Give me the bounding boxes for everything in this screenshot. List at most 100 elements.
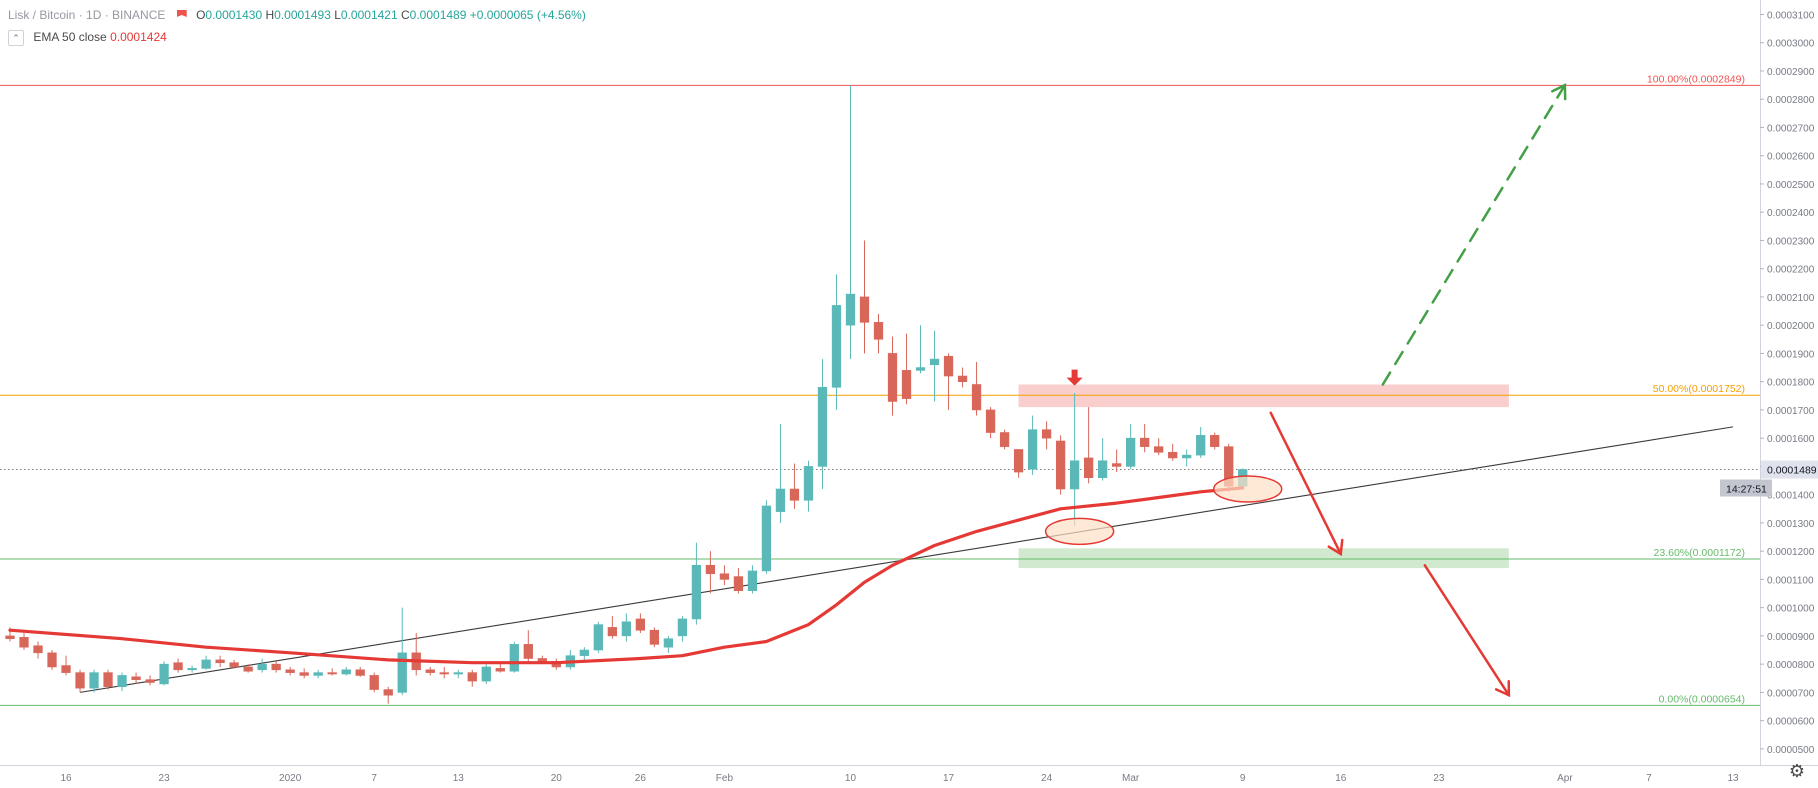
candle-body[interactable] [327,672,337,675]
candle-body[interactable] [747,570,758,591]
candle-body[interactable] [733,576,744,591]
candle-body[interactable] [1140,437,1150,447]
candle-body[interactable] [845,293,856,326]
candle-body[interactable] [453,672,463,675]
candle-body[interactable] [1041,429,1052,439]
candle-body[interactable] [369,675,379,690]
candle-body[interactable] [1210,435,1220,447]
candle-body[interactable] [677,618,688,637]
candle-body[interactable] [1083,457,1094,479]
candle-body[interactable] [789,488,800,501]
candle-body[interactable] [607,627,617,637]
candle-body[interactable] [831,305,842,388]
candle-body[interactable] [537,658,547,662]
candle-body[interactable] [481,666,491,682]
candle-body[interactable] [425,669,435,673]
candle-body[interactable] [439,672,449,675]
candle-body[interactable] [19,637,29,648]
arrow-down-marker-icon[interactable] [1066,369,1083,386]
candle-body[interactable] [859,296,870,323]
indicator-name[interactable]: EMA 50 close [33,30,107,44]
candle-body[interactable] [817,387,828,467]
candle-body[interactable] [1182,454,1192,459]
candle-body[interactable] [61,665,71,673]
candle-body[interactable] [971,384,982,411]
candle-body[interactable] [47,652,57,668]
candle-body[interactable] [131,676,141,680]
candle-body[interactable] [1069,460,1080,490]
candle-body[interactable] [1196,435,1206,456]
candle-body[interactable] [579,649,589,656]
price-zone-rect[interactable] [1018,384,1509,408]
candle-body[interactable] [89,672,99,689]
time-tick-label: Apr [1557,773,1573,784]
symbol-title[interactable]: Lisk / Bitcoin · 1D · BINANCE [8,8,166,22]
candle-body[interactable] [1013,449,1024,473]
highlight-ellipse[interactable] [1044,517,1115,546]
candle-body[interactable] [173,662,183,671]
down-arrow[interactable] [1423,564,1511,697]
candle-body[interactable] [1097,460,1108,479]
candle-body[interactable] [705,564,716,575]
candle-body[interactable] [887,353,898,402]
candle-body[interactable] [719,573,730,580]
candle-body[interactable] [915,367,926,371]
candle-body[interactable] [285,669,295,673]
candle-body[interactable] [341,669,351,675]
candle-body[interactable] [929,358,940,366]
candle-body[interactable] [187,668,197,671]
candle-body[interactable] [383,689,393,696]
candle-body[interactable] [523,644,533,659]
flag-icon[interactable] [176,10,187,17]
candle-body[interactable] [691,564,702,620]
candle-body[interactable] [229,662,239,668]
candle-body[interactable] [1055,440,1066,490]
down-arrow[interactable] [1269,411,1343,556]
candle-body[interactable] [271,663,281,671]
candle-body[interactable] [1027,429,1038,470]
candle-body[interactable] [495,668,505,672]
candle-body[interactable] [145,679,155,683]
candle-body[interactable] [1168,451,1178,459]
candle-body[interactable] [803,466,814,501]
candle-body[interactable] [257,663,267,671]
candle-body[interactable] [355,669,365,676]
candle-body[interactable] [593,624,603,651]
candle-body[interactable] [761,505,772,572]
collapse-chevron-icon[interactable]: ⌃ [8,30,24,46]
projection-arrow[interactable] [1381,83,1567,386]
candle-body[interactable] [467,672,477,682]
gear-icon[interactable]: ⚙ [1788,761,1806,781]
ema-50-line[interactable] [8,486,1245,665]
highlight-ellipse[interactable] [1212,475,1283,503]
candle-body[interactable] [649,629,660,645]
candle-body[interactable] [243,666,253,672]
candle-body[interactable] [159,663,169,685]
candle-body[interactable] [75,672,85,689]
candle-body[interactable] [985,409,996,433]
candle-body[interactable] [663,638,674,648]
candle-body[interactable] [201,659,211,669]
candle-body[interactable] [397,652,407,693]
candle-body[interactable] [1126,437,1136,467]
candle-body[interactable] [33,645,43,654]
candle-body[interactable] [117,675,127,688]
candle-body[interactable] [999,432,1010,447]
candle-body[interactable] [775,488,786,512]
candle-body[interactable] [5,635,15,640]
candle-body[interactable] [1111,463,1122,467]
candle-body[interactable] [509,644,519,672]
candle-body[interactable] [215,659,225,664]
candle-body[interactable] [901,370,912,399]
candle-body[interactable] [957,375,968,382]
candle-body[interactable] [103,672,113,688]
candle-body[interactable] [1154,446,1164,453]
candle-body[interactable] [873,322,884,340]
candle-body[interactable] [943,355,954,377]
candle-body[interactable] [635,618,646,631]
candle-body[interactable] [621,621,632,637]
candle-body[interactable] [313,672,323,676]
price-zone-rect[interactable] [1018,548,1509,569]
candle-body[interactable] [299,672,309,676]
